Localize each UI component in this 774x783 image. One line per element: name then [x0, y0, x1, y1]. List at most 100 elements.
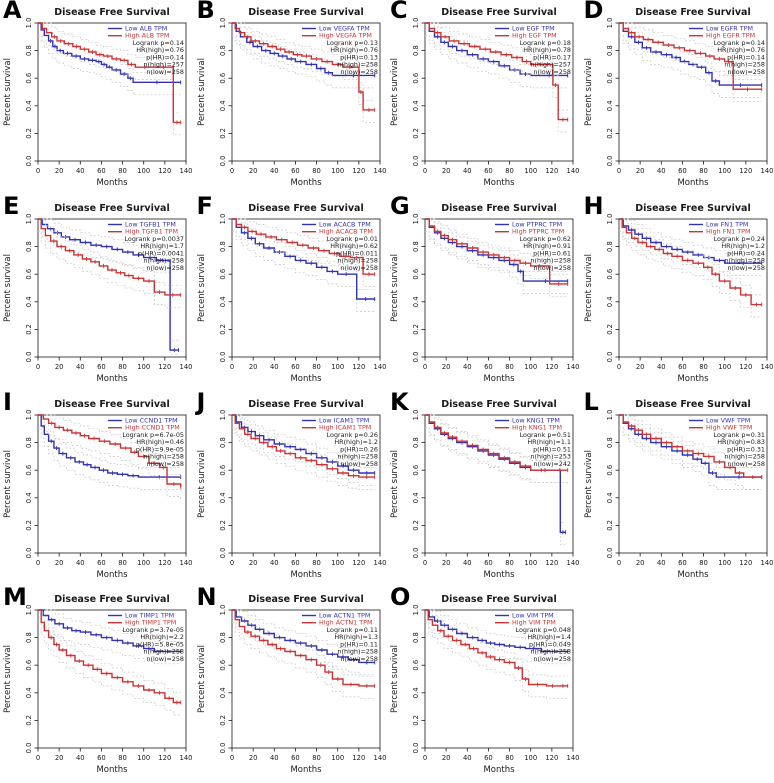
svg-text:20: 20 — [442, 559, 451, 567]
stat-line: HR(high)=2.2 — [140, 633, 184, 641]
stat-line: p(HR)=0.11 — [340, 641, 378, 649]
svg-text:40: 40 — [269, 167, 278, 175]
svg-text:Months: Months — [677, 570, 709, 580]
svg-text:0.2: 0.2 — [25, 519, 33, 530]
panel-letter-L: L — [583, 391, 599, 416]
svg-text:20: 20 — [635, 559, 644, 567]
svg-text:120: 120 — [352, 363, 365, 371]
stat-line: p(HR)=0.24 — [727, 249, 765, 257]
svg-text:100: 100 — [524, 167, 537, 175]
svg-text:Percent survival: Percent survival — [197, 58, 207, 126]
svg-text:0.2: 0.2 — [25, 324, 33, 335]
svg-text:0.8: 0.8 — [606, 241, 614, 252]
survival-chart-EGF: Disease Free Survival 0 20 40 60 80 100 120 140 M… — [390, 7, 579, 188]
panel-letter-O: O — [390, 587, 411, 612]
svg-text:60: 60 — [678, 363, 687, 371]
panel-letter-D: D — [583, 0, 604, 24]
svg-text:0.2: 0.2 — [25, 715, 33, 726]
svg-text:0.0: 0.0 — [606, 156, 614, 167]
svg-text:0.8: 0.8 — [219, 632, 227, 643]
low-tpm-legend: Low TIMP1 TPM — [125, 612, 174, 620]
svg-text:80: 80 — [505, 363, 514, 371]
panel-letter-C: C — [390, 0, 408, 24]
svg-text:0.6: 0.6 — [606, 269, 614, 280]
svg-text:0: 0 — [229, 363, 233, 371]
svg-text:20: 20 — [248, 363, 257, 371]
svg-text:Disease Free Survival: Disease Free Survival — [248, 399, 363, 410]
panel-K-KNG1: K Disease Free Survival 0 20 40 60 80 100 120 140… — [387, 392, 581, 588]
panel-B-VEGFA: B Disease Free Survival 0 20 40 60 80 100 120 140… — [194, 0, 388, 196]
svg-text:0.8: 0.8 — [412, 437, 420, 448]
svg-text:20: 20 — [248, 754, 257, 762]
svg-text:140: 140 — [180, 754, 192, 762]
svg-text:0.0: 0.0 — [219, 547, 227, 558]
survival-chart-TGFB1: Disease Free Survival 0 20 40 60 80 100 120 140 M… — [3, 203, 192, 384]
svg-text:0.0: 0.0 — [25, 156, 33, 167]
svg-text:0.0: 0.0 — [606, 351, 614, 362]
stat-line: p(HR)=0.0041 — [138, 249, 184, 257]
high-tpm-legend: High CCND1 TPM — [125, 423, 180, 431]
svg-text:Months: Months — [96, 765, 128, 775]
svg-text:20: 20 — [442, 167, 451, 175]
high-tpm-legend: High TGFB1 TPM — [125, 227, 178, 235]
svg-text:1.0: 1.0 — [25, 18, 33, 29]
survival-chart-CCND1: Disease Free Survival 0 20 40 60 80 100 120 140 M… — [3, 399, 192, 580]
svg-text:100: 100 — [524, 363, 537, 371]
svg-text:0.6: 0.6 — [25, 73, 33, 84]
svg-text:0.6: 0.6 — [219, 660, 227, 671]
stat-line: n(high)=258 — [530, 256, 571, 264]
svg-text:0: 0 — [423, 363, 427, 371]
stat-line: HR(high)=0.76 — [717, 46, 765, 54]
svg-text:120: 120 — [352, 754, 365, 762]
svg-text:20: 20 — [55, 363, 64, 371]
svg-text:Disease Free Survival: Disease Free Survival — [635, 399, 750, 410]
svg-text:0.0: 0.0 — [219, 743, 227, 754]
svg-text:0.0: 0.0 — [25, 351, 33, 362]
svg-text:80: 80 — [312, 167, 321, 175]
stat-line: Logrank p=0.14 — [133, 39, 184, 47]
survival-chart-ACACB: Disease Free Survival 0 20 40 60 80 100 120 140 M… — [197, 203, 386, 384]
svg-text:0: 0 — [616, 559, 620, 567]
svg-text:Disease Free Survival: Disease Free Survival — [441, 7, 556, 18]
stat-line: p(HR)=0.26 — [340, 445, 378, 453]
stat-line: HR(high)=1.7 — [140, 242, 184, 250]
svg-text:0: 0 — [36, 754, 40, 762]
svg-text:0.2: 0.2 — [25, 128, 33, 139]
svg-text:120: 120 — [545, 559, 558, 567]
low-tpm-legend: Low ALB TPM — [125, 25, 167, 33]
svg-text:Months: Months — [290, 765, 322, 775]
svg-text:0.0: 0.0 — [219, 156, 227, 167]
svg-text:60: 60 — [484, 559, 493, 567]
high-tpm-legend: High VWF TPM — [706, 423, 752, 431]
panel-N-ACTN1: N Disease Free Survival 0 20 40 60 80 100 120 140… — [194, 587, 388, 783]
svg-text:0.2: 0.2 — [412, 715, 420, 726]
stat-line: HR(high)=0.46 — [136, 438, 184, 446]
svg-text:0.4: 0.4 — [25, 100, 33, 111]
svg-text:0.4: 0.4 — [606, 492, 614, 503]
svg-text:Months: Months — [96, 374, 128, 384]
stat-line: Logrank p=0.14 — [713, 39, 764, 47]
svg-text:1.0: 1.0 — [219, 18, 227, 29]
svg-text:60: 60 — [291, 754, 300, 762]
svg-text:1.0: 1.0 — [25, 605, 33, 616]
stat-line: n(high)=258 — [143, 256, 184, 264]
svg-text:20: 20 — [635, 167, 644, 175]
svg-text:0.4: 0.4 — [25, 296, 33, 307]
stat-line: n(low)=258 — [146, 655, 184, 663]
stat-line: n(high)=258 — [724, 61, 765, 69]
svg-text:0.6: 0.6 — [606, 464, 614, 475]
svg-text:140: 140 — [760, 167, 772, 175]
high-tpm-legend: High TIMP1 TPM — [125, 619, 176, 627]
svg-text:120: 120 — [158, 167, 171, 175]
svg-text:40: 40 — [76, 754, 85, 762]
svg-text:0.6: 0.6 — [412, 73, 420, 84]
svg-text:140: 140 — [180, 559, 192, 567]
svg-text:Disease Free Survival: Disease Free Survival — [54, 594, 169, 605]
svg-text:Percent survival: Percent survival — [390, 254, 400, 322]
svg-text:100: 100 — [331, 754, 344, 762]
panel-E-TGFB1: E Disease Free Survival 0 20 40 60 80 100 120 140… — [0, 196, 194, 392]
svg-text:0.8: 0.8 — [606, 437, 614, 448]
svg-text:0.2: 0.2 — [412, 519, 420, 530]
survival-chart-ICAM1: Disease Free Survival 0 20 40 60 80 100 120 140 M… — [197, 399, 386, 580]
svg-text:0.8: 0.8 — [219, 437, 227, 448]
